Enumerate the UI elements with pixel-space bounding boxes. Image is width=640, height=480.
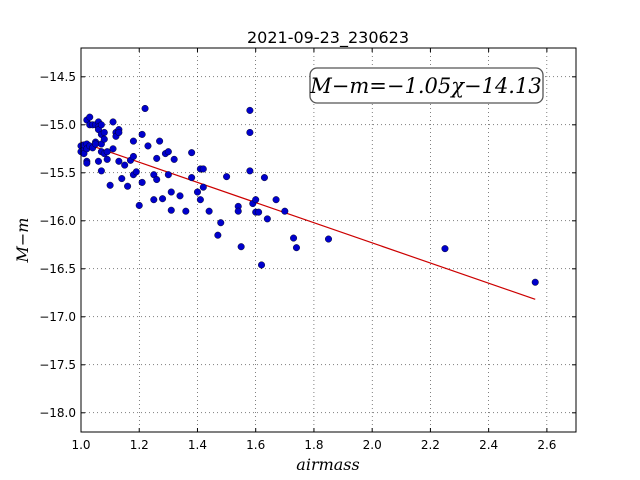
x-axis-label: airmass: [296, 455, 359, 474]
data-point: [223, 173, 231, 181]
data-point: [109, 145, 117, 153]
x-tick-label: 1.0: [71, 438, 90, 452]
data-point: [246, 167, 254, 175]
data-point: [214, 231, 222, 239]
data-point: [217, 219, 225, 227]
data-point: [199, 165, 207, 173]
data-point: [255, 208, 263, 216]
data-point: [129, 152, 137, 160]
data-point: [234, 207, 242, 215]
data-point: [252, 196, 260, 204]
data-point: [188, 149, 196, 157]
y-axis-label: M−m: [13, 218, 32, 264]
fit-annotation: M−m=−1.05χ−14.13: [309, 67, 544, 104]
data-point: [159, 195, 167, 203]
x-tick-label: 1.4: [188, 438, 207, 452]
x-tick-label: 1.8: [304, 438, 323, 452]
x-tick-labels: 1.0 1.2 1.4 1.6 1.8 2.0 2.2 2.4 2.6: [71, 438, 556, 452]
data-point: [205, 207, 213, 215]
data-point: [103, 148, 111, 156]
x-tick-label: 1.2: [130, 438, 149, 452]
data-point: [260, 174, 268, 182]
data-point: [290, 234, 298, 242]
data-point: [83, 159, 91, 167]
data-point: [167, 206, 175, 214]
x-tick-label: 2.2: [421, 438, 440, 452]
data-point: [103, 155, 111, 163]
data-point: [92, 140, 100, 148]
data-point: [199, 183, 207, 191]
x-tick-label: 2.0: [363, 438, 382, 452]
data-point: [246, 128, 254, 136]
x-tick-label: 2.4: [479, 438, 498, 452]
data-point: [176, 192, 184, 200]
data-point: [281, 207, 289, 215]
data-point: [100, 128, 108, 136]
data-point: [156, 137, 164, 145]
data-point: [118, 175, 126, 183]
data-point: [167, 188, 175, 196]
data-point: [441, 245, 449, 253]
axis-ticks: [80, 48, 576, 432]
data-point: [115, 128, 123, 136]
y-tick-label: −16.5: [39, 262, 76, 276]
y-tick-label: −17.5: [39, 358, 76, 372]
y-tick-label: −16.0: [39, 214, 76, 228]
data-point: [100, 135, 108, 143]
data-point: [272, 196, 280, 204]
data-point: [129, 137, 137, 145]
data-point: [97, 167, 105, 175]
data-point: [531, 278, 539, 286]
data-point: [325, 235, 333, 243]
data-point: [138, 178, 146, 186]
data-point: [258, 261, 266, 269]
data-point: [94, 157, 102, 165]
data-point: [150, 196, 158, 204]
data-point: [246, 106, 254, 114]
x-tick-label: 1.6: [246, 438, 265, 452]
plot-frame: [80, 47, 577, 433]
y-tick-label: −17.0: [39, 310, 76, 324]
data-point: [109, 118, 117, 126]
chart-title: 2021-09-23_230623: [247, 28, 409, 48]
data-point: [124, 182, 132, 190]
data-point: [97, 121, 105, 129]
data-point: [153, 154, 161, 162]
y-tick-label: −14.5: [39, 70, 76, 84]
fit-line-group: [80, 141, 536, 300]
data-point: [106, 181, 114, 189]
data-point: [138, 130, 146, 138]
data-point: [135, 201, 143, 209]
data-point: [86, 113, 94, 121]
data-point: [188, 174, 196, 182]
data-point: [237, 243, 245, 251]
fit-equation: M−m=−1.05χ−14.13: [309, 74, 541, 98]
data-point: [115, 157, 123, 165]
annotation-box: [309, 67, 544, 104]
data-point: [144, 142, 152, 150]
fit-line: [80, 141, 536, 300]
data-point: [196, 196, 204, 204]
grid-lines: [80, 48, 576, 432]
data-point: [182, 207, 190, 215]
data-points: [77, 104, 539, 286]
x-tick-label: 2.6: [537, 438, 556, 452]
y-tick-label: −18.0: [39, 406, 76, 420]
data-point: [121, 161, 129, 169]
data-point: [153, 176, 161, 184]
data-point: [263, 215, 271, 223]
data-point: [141, 104, 149, 112]
y-tick-label: −15.0: [39, 118, 76, 132]
data-point: [164, 148, 172, 156]
data-point: [292, 244, 300, 252]
y-tick-label: −15.5: [39, 166, 76, 180]
y-tick-labels: −14.5 −15.0 −15.5 −16.0 −16.5 −17.0 −17.5 −18.0: [39, 70, 76, 420]
data-point: [132, 168, 140, 176]
data-point: [164, 171, 172, 179]
data-point: [170, 155, 178, 163]
data-point: [193, 188, 201, 196]
